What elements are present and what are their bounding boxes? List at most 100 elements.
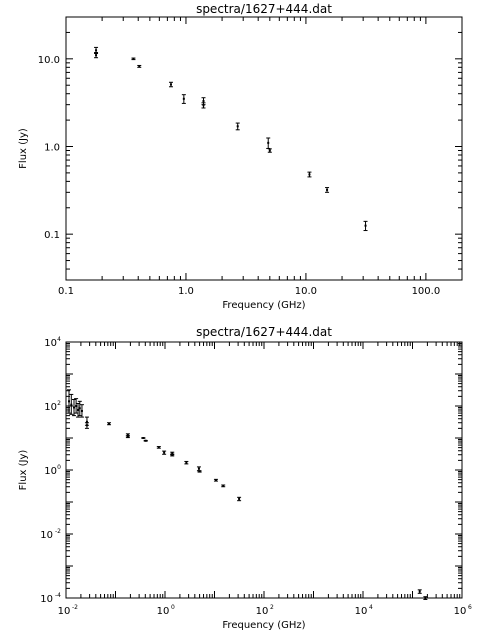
x-tick-label-exponent: 0: [171, 604, 175, 611]
x-tick-label: 100.0: [412, 286, 441, 297]
x-tick-label-base: 10: [355, 606, 368, 617]
data-point: [267, 148, 272, 153]
data-point: [125, 435, 130, 439]
data-point: [201, 102, 206, 109]
x-tick-label-base: 10: [157, 606, 170, 617]
y-tick-label-base: 10: [44, 338, 57, 349]
data-point: [137, 64, 142, 68]
y-tick-label-exponent: 0: [57, 464, 61, 471]
data-marker: [326, 188, 329, 191]
data-marker: [126, 433, 129, 436]
x-tick-label: 0.1: [58, 286, 74, 297]
plot-frame: [65, 16, 463, 281]
y-tick-label: 1.0: [44, 142, 60, 153]
data-point: [266, 137, 271, 149]
y-tick-label-base: 10: [44, 466, 57, 477]
data-point: [67, 389, 72, 414]
x-tick-label-base: 10: [256, 606, 269, 617]
data-marker: [268, 149, 271, 152]
data-point: [79, 404, 84, 418]
x-tick-label-exponent: 6: [468, 604, 472, 611]
chart-title: spectra/1627+444.dat: [196, 325, 332, 339]
data-marker: [85, 424, 88, 427]
data-point: [156, 446, 161, 449]
y-tick-label: 0.1: [44, 230, 60, 241]
data-marker: [424, 597, 427, 599]
y-tick-label-exponent: 2: [57, 400, 61, 407]
data-marker: [169, 83, 172, 86]
x-axis-label: Frequency (GHz): [222, 620, 305, 631]
data-marker: [418, 590, 421, 593]
data-point: [237, 496, 242, 502]
data-marker: [108, 422, 111, 425]
data-point: [184, 460, 189, 465]
data-point: [197, 470, 202, 473]
y-tick-label-base: 10: [40, 594, 53, 605]
data-point: [417, 589, 422, 594]
y-axis-label: Flux (Jy): [18, 450, 29, 491]
top-chart: spectra/1627+444.dat Frequency (GHz) Flux …: [18, 2, 463, 311]
x-tick-label-exponent: 2: [270, 604, 274, 611]
data-marker: [171, 453, 174, 456]
x-tick-label: 1.0: [178, 286, 194, 297]
data-point: [307, 171, 312, 178]
data-marker: [77, 408, 80, 411]
data-point: [213, 478, 218, 482]
x-tick-label: 10.0: [295, 286, 317, 297]
y-axis-label: Flux (Jy): [18, 128, 29, 169]
chart-title: spectra/1627+444.dat: [196, 2, 332, 16]
bottom-chart: spectra/1627+444.dat Frequency (GHz) Flux …: [18, 325, 472, 631]
y-tick-label: 10.0: [38, 55, 60, 66]
data-marker: [236, 125, 239, 128]
data-marker: [78, 407, 81, 410]
y-tick-label-base: 10: [44, 402, 57, 413]
data-point: [94, 52, 99, 59]
data-marker: [214, 479, 217, 482]
data-point: [221, 484, 226, 488]
data-marker: [138, 65, 141, 68]
data-point: [168, 81, 173, 88]
data-point: [84, 422, 89, 429]
data-marker: [95, 54, 98, 57]
data-point: [143, 439, 148, 442]
data-marker: [75, 405, 78, 407]
x-tick-label-exponent: -2: [72, 604, 78, 611]
plot-frame: [65, 341, 463, 599]
data-marker: [144, 439, 147, 442]
y-tick-label-exponent: -2: [55, 528, 61, 535]
data-point: [235, 122, 240, 131]
data-point: [76, 402, 81, 418]
data-marker: [198, 470, 201, 473]
data-point: [71, 398, 76, 417]
data-point: [423, 596, 428, 600]
data-marker: [126, 435, 129, 438]
data-marker: [132, 57, 135, 60]
data-marker: [85, 420, 88, 423]
x-tick-label-base: 10: [454, 606, 467, 617]
data-point: [162, 450, 167, 455]
data-marker: [267, 141, 270, 144]
data-marker: [197, 467, 200, 470]
data-marker: [222, 484, 225, 487]
data-marker: [72, 406, 75, 409]
y-tick-label-base: 10: [40, 530, 53, 541]
data-point: [181, 94, 186, 104]
data-marker: [163, 451, 166, 454]
data-marker: [185, 461, 188, 464]
data-marker: [238, 497, 241, 500]
data-point: [74, 398, 79, 414]
y-tick-label-exponent: -4: [55, 592, 61, 599]
data-marker: [80, 409, 83, 412]
data-marker: [202, 104, 205, 107]
data-marker: [308, 173, 311, 176]
data-marker: [68, 400, 71, 403]
data-point: [131, 57, 136, 61]
data-point: [69, 393, 74, 415]
y-tick-label-exponent: 4: [57, 336, 61, 343]
data-marker: [142, 437, 145, 439]
x-tick-label-exponent: 4: [369, 604, 373, 611]
data-point: [325, 187, 330, 193]
data-marker: [157, 446, 160, 449]
data-point: [77, 400, 82, 417]
